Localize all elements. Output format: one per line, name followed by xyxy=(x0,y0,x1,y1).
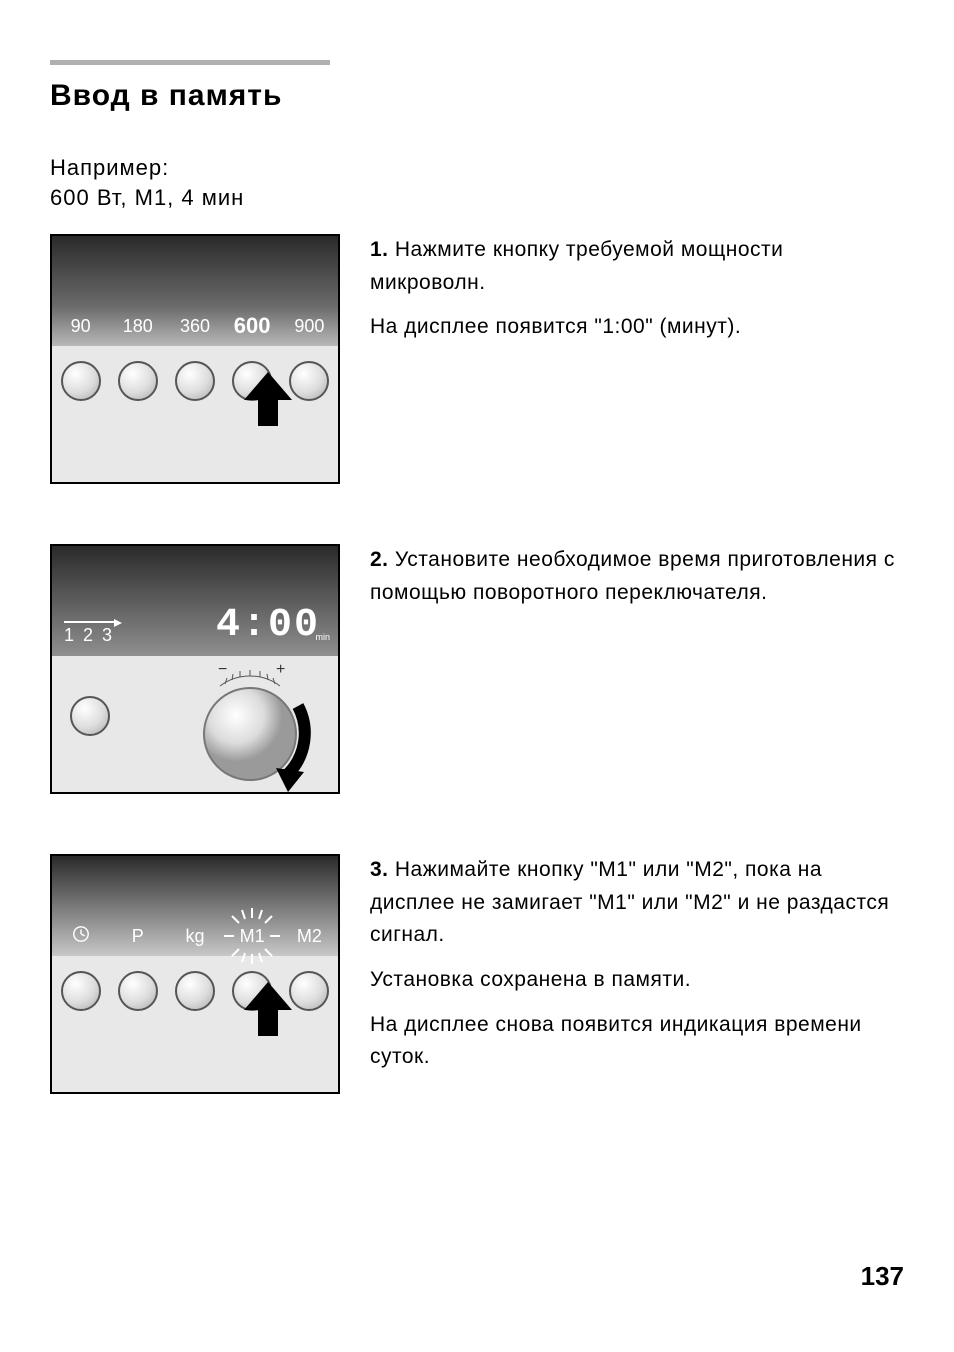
memory-buttons-row xyxy=(52,956,338,1026)
dial-panel-display: 1 2 3 4:00 min xyxy=(52,546,338,656)
rotary-dial[interactable]: − + xyxy=(180,656,320,792)
power-label-90: 90 xyxy=(52,316,109,337)
memory-label-m1: M1 xyxy=(224,926,281,947)
power-labels-row: 90 180 360 600 900 xyxy=(52,306,338,346)
time-display: 4:00 xyxy=(216,603,320,648)
memory-label-m1-text: M1 xyxy=(240,926,265,946)
dial-small-button[interactable] xyxy=(70,696,110,736)
dial-panel-controls: − + xyxy=(52,656,338,792)
arrow-up-icon xyxy=(238,982,298,1042)
step-2-body: Установите необходимое время приготовлен… xyxy=(370,548,895,604)
step-1-row: 90 180 360 600 900 1 xyxy=(50,234,904,484)
step-3-panel-col: P kg M1 xyxy=(50,854,350,1094)
clock-icon xyxy=(72,925,90,943)
memory-label-m2: M2 xyxy=(281,926,338,947)
power-label-900: 900 xyxy=(281,316,338,337)
section-rule xyxy=(50,60,330,65)
power-buttons-row xyxy=(52,346,338,416)
memory-button-kg[interactable] xyxy=(175,971,215,1011)
power-button-180[interactable] xyxy=(118,361,158,401)
memory-panel-display xyxy=(52,856,338,916)
power-panel-display xyxy=(52,236,338,306)
step-1-panel-col: 90 180 360 600 900 xyxy=(50,234,350,484)
step-3-note-1: Установка сохранена в памяти. xyxy=(370,964,904,997)
step-3-note-2: На дисплее снова появится индикация врем… xyxy=(370,1009,904,1074)
manual-page: Ввод в память Например: 600 Вт, М1, 4 ми… xyxy=(0,0,954,1352)
section-title: Ввод в память xyxy=(50,79,904,113)
power-button-360[interactable] xyxy=(175,361,215,401)
dial-panel: 1 2 3 4:00 min − + xyxy=(50,544,340,794)
example-intro: Например: 600 Вт, М1, 4 мин xyxy=(50,153,904,212)
intro-line-1: Например: xyxy=(50,155,169,180)
step-3-row: P kg M1 xyxy=(50,854,904,1094)
memory-label-clock xyxy=(52,925,109,948)
power-label-360: 360 xyxy=(166,316,223,337)
sequence-label: 1 2 3 xyxy=(64,621,114,646)
memory-labels-row: P kg M1 xyxy=(52,916,338,956)
step-2-text: 2. Установите необходимое время приготов… xyxy=(350,544,904,621)
minus-icon: − xyxy=(218,661,227,678)
plus-icon: + xyxy=(276,661,285,678)
page-number: 137 xyxy=(861,1261,904,1292)
power-label-600: 600 xyxy=(224,313,281,339)
step-2-row: 1 2 3 4:00 min − + xyxy=(50,544,904,794)
power-button-90[interactable] xyxy=(61,361,101,401)
step-2-num: 2. xyxy=(370,548,389,571)
step-1-note: На дисплее появится "1:00" (минут). xyxy=(370,311,904,344)
step-2-panel-col: 1 2 3 4:00 min − + xyxy=(50,544,350,794)
power-panel: 90 180 360 600 900 xyxy=(50,234,340,484)
memory-button-p[interactable] xyxy=(118,971,158,1011)
time-unit: min xyxy=(315,632,330,642)
step-3-body: Нажимайте кнопку "М1" или "М2", пока на … xyxy=(370,858,889,946)
intro-line-2: 600 Вт, М1, 4 мин xyxy=(50,185,244,210)
memory-label-p: P xyxy=(109,926,166,947)
memory-label-kg: kg xyxy=(166,926,223,947)
step-1-body: Нажмите кнопку требуемой мощности микров… xyxy=(370,238,783,294)
step-1-text: 1. Нажмите кнопку требуемой мощности мик… xyxy=(350,234,904,356)
arrow-up-icon xyxy=(238,372,298,432)
step-3-text: 3. Нажимайте кнопку "М1" или "М2", пока … xyxy=(350,854,904,1085)
memory-button-clock[interactable] xyxy=(61,971,101,1011)
step-3-num: 3. xyxy=(370,858,389,881)
power-label-180: 180 xyxy=(109,316,166,337)
memory-panel: P kg M1 xyxy=(50,854,340,1094)
step-1-num: 1. xyxy=(370,238,389,261)
